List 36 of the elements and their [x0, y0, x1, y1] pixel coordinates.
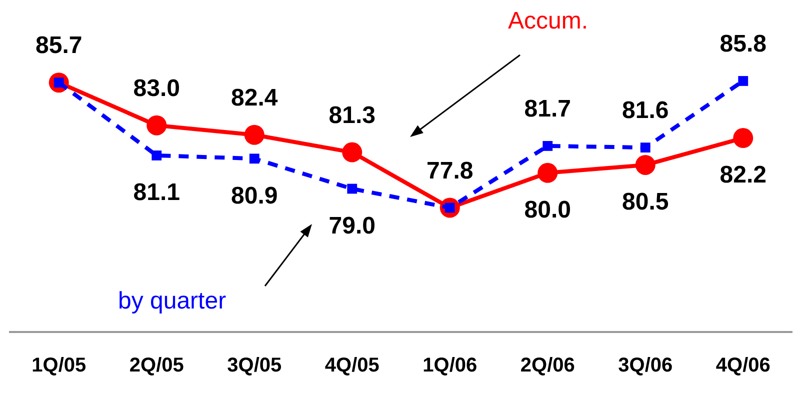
data-label: 85.7 [36, 32, 82, 60]
data-label: 81.7 [524, 96, 571, 123]
point [538, 162, 558, 183]
data-label: 80.0 [524, 196, 571, 224]
data-label: 79.0 [328, 212, 376, 240]
text: by quarter [118, 288, 226, 315]
point [738, 76, 748, 86]
data-label: 80.9 [231, 182, 278, 210]
point [249, 154, 260, 164]
data-label: 82.4 [231, 84, 278, 112]
data-label: 81.1 [133, 179, 180, 206]
point [342, 142, 362, 162]
x-tick-label: 3Q/06 [618, 354, 673, 377]
x-tick-label: 2Q/05 [129, 354, 184, 377]
x-tick-label: 2Q/06 [520, 354, 575, 377]
text: Accum. [508, 8, 588, 35]
point [146, 115, 167, 136]
point [635, 154, 656, 175]
data-label: 82.2 [720, 162, 766, 189]
data-label: 83.0 [133, 74, 180, 102]
data-label: 80.5 [622, 188, 669, 216]
point [347, 184, 358, 194]
x-tick-label: 1Q/05 [32, 354, 86, 377]
data-label: 81.3 [328, 102, 376, 129]
x-tick-label: 1Q/06 [422, 354, 478, 377]
x-tick-label: 4Q/06 [716, 354, 770, 377]
point [152, 150, 162, 160]
data-label: 77.8 [426, 157, 474, 184]
point [733, 128, 754, 148]
data-label: 81.6 [622, 97, 669, 124]
point [542, 141, 553, 151]
data-label: 85.8 [720, 30, 766, 58]
point [244, 124, 264, 145]
x-tick-label: 4Q/05 [324, 354, 380, 377]
x-tick-label: 3Q/05 [227, 354, 282, 377]
point [640, 142, 650, 152]
